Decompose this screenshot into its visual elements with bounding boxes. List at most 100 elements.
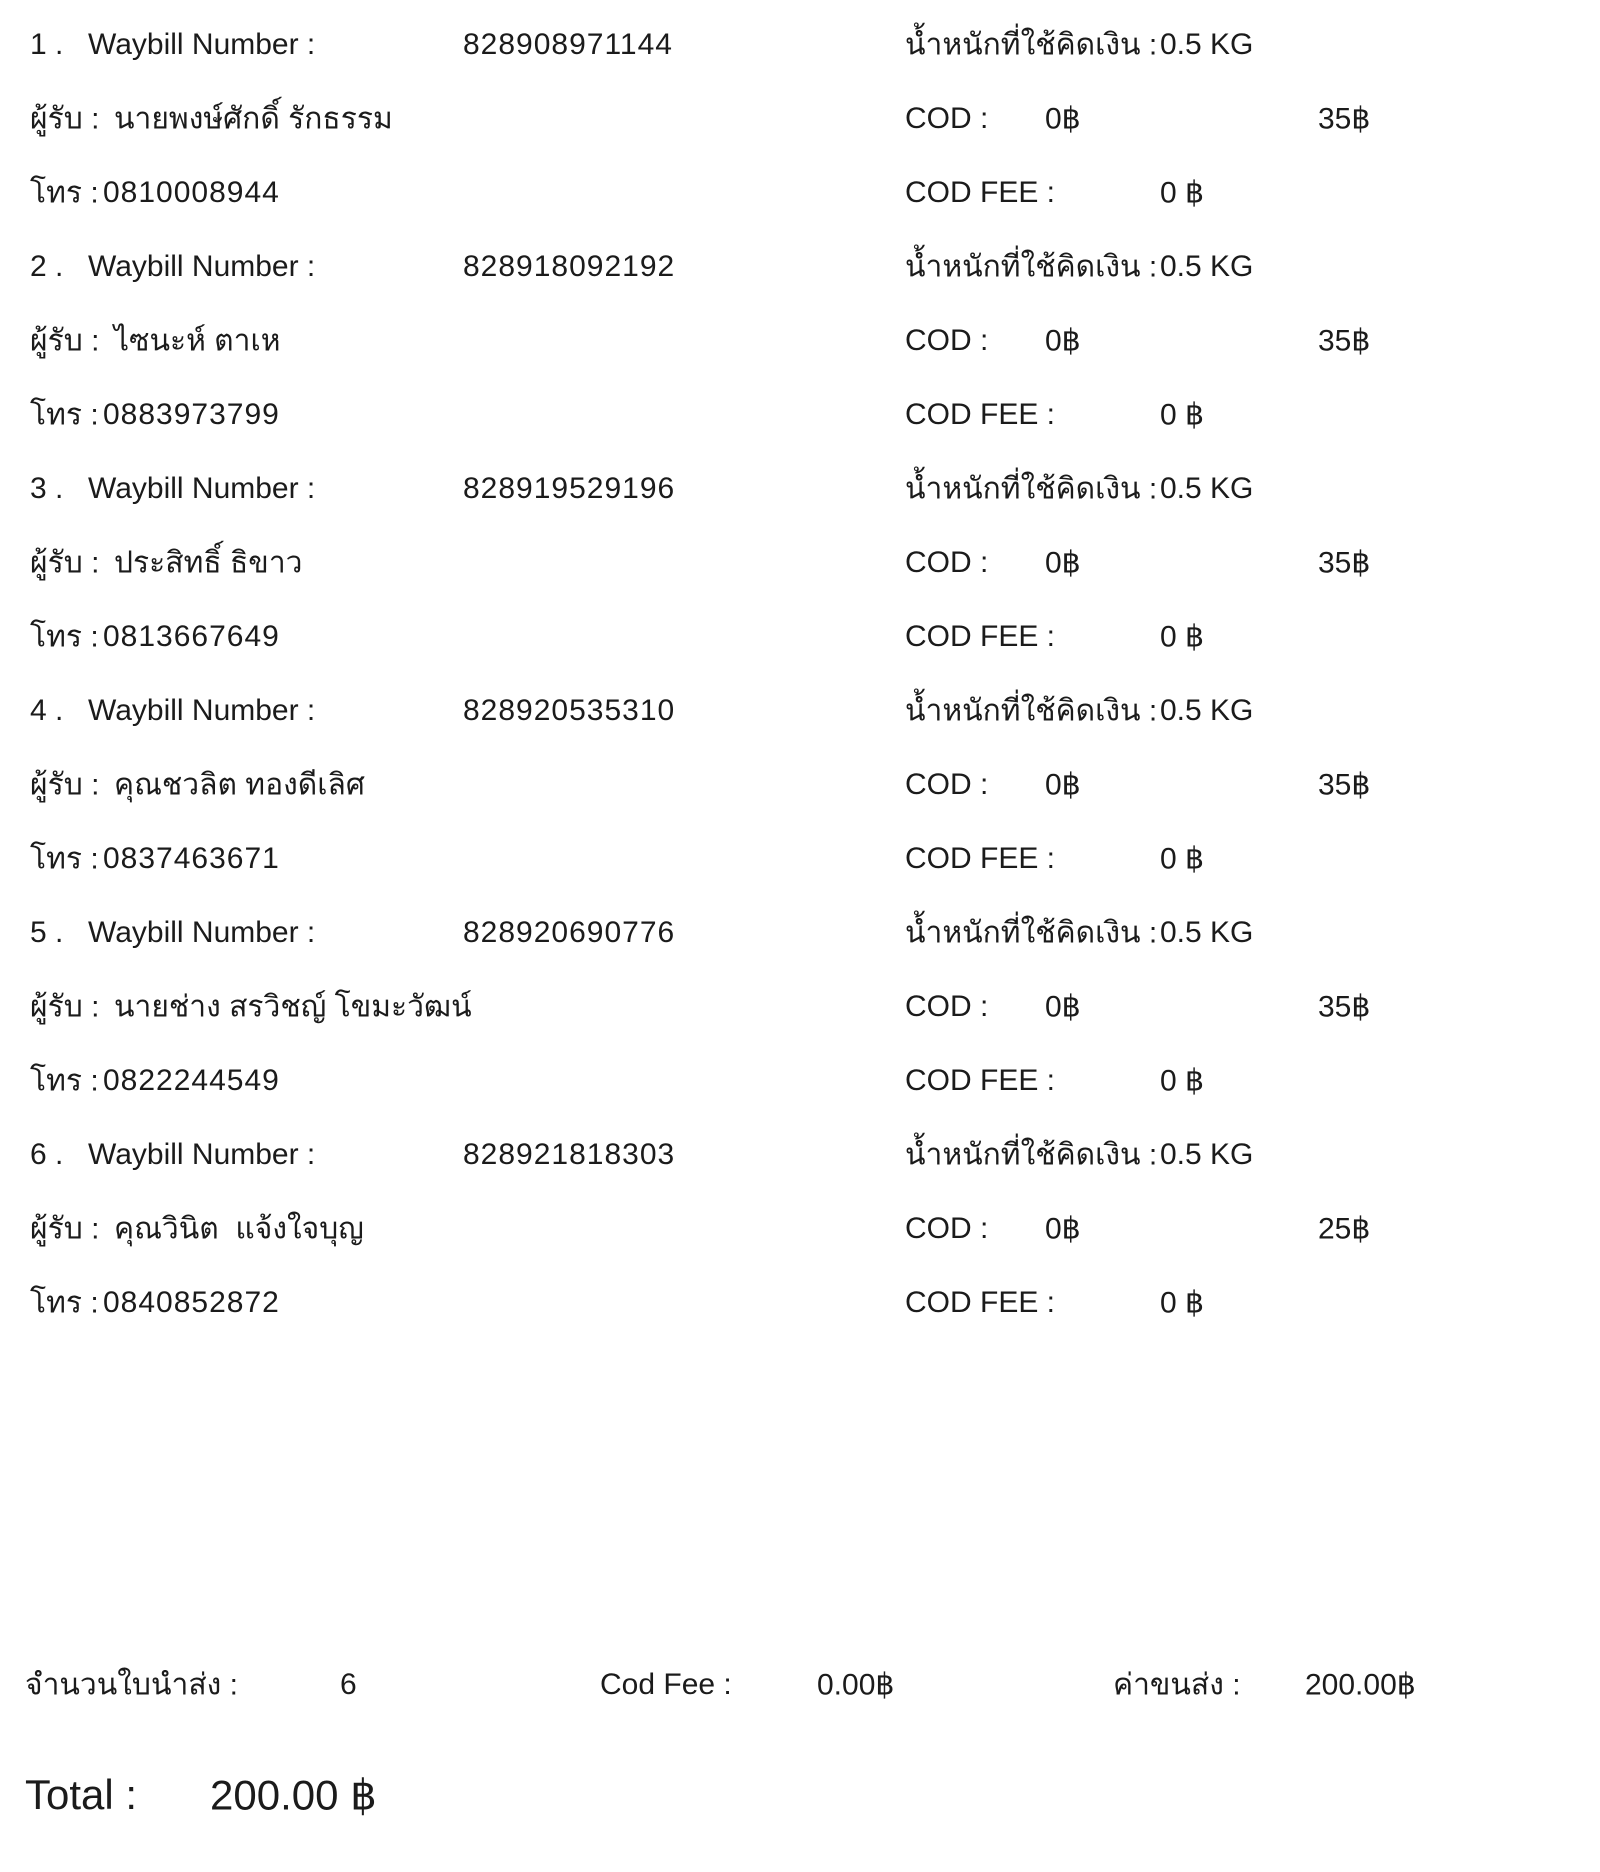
cod-label: COD : — [905, 546, 989, 579]
cod-value: 0฿ — [1045, 1212, 1081, 1246]
recipient-label: ผู้รับ : — [30, 324, 100, 358]
cod-value: 0฿ — [1045, 546, 1081, 580]
phone-number: 0822244549 — [103, 1064, 280, 1097]
recipient-name: นายช่าง สรวิชญ์ โขมะวัฒน์ — [114, 990, 472, 1024]
cod-fee-label: COD FEE : — [905, 1064, 1056, 1097]
delivery-count-value: 6 — [340, 1668, 357, 1701]
weight-value: 0.5 KG — [1160, 472, 1254, 505]
entry-number: 2 . — [30, 250, 64, 283]
recipient-row: ผู้รับ : คุณชวลิต ทองดีเลิศ COD : 0฿ 35฿ — [0, 748, 1600, 822]
weight-label: น้ำหนักที่ใช้คิดเงิน : — [905, 694, 1158, 728]
cod-fee-value: 0 ฿ — [1160, 1064, 1205, 1098]
recipient-row: ผู้รับ : ประสิทธิ์ ธิขาว COD : 0฿ 35฿ — [0, 526, 1600, 600]
weight-value: 0.5 KG — [1160, 250, 1254, 283]
waybill-label: Waybill Number : — [88, 250, 316, 283]
recipient-name: คุณวินิต แจ้งใจบุญ — [114, 1212, 364, 1246]
phone-number: 0883973799 — [103, 398, 280, 431]
shipping-price-value: 25฿ — [1318, 1212, 1371, 1246]
weight-value: 0.5 KG — [1160, 694, 1254, 727]
shipping-price-value: 35฿ — [1318, 324, 1371, 358]
cod-label: COD : — [905, 990, 989, 1023]
phone-label: โทร : — [30, 620, 99, 654]
weight-value: 0.5 KG — [1160, 28, 1254, 61]
waybill-number: 828921818303 — [463, 1138, 676, 1171]
summary-cod-fee-label: Cod Fee : — [600, 1668, 732, 1701]
cod-fee-value: 0 ฿ — [1160, 842, 1205, 876]
weight-value: 0.5 KG — [1160, 916, 1254, 949]
cod-fee-value: 0 ฿ — [1160, 620, 1205, 654]
recipient-label: ผู้รับ : — [30, 546, 100, 580]
waybill-label: Waybill Number : — [88, 472, 316, 505]
shipping-price-value: 35฿ — [1318, 990, 1371, 1024]
phone-row: โทร : 0810008944 COD FEE : 0 ฿ — [0, 156, 1600, 230]
cod-value: 0฿ — [1045, 102, 1081, 136]
phone-label: โทร : — [30, 842, 99, 876]
entry-number: 4 . — [30, 694, 64, 727]
weight-label: น้ำหนักที่ใช้คิดเงิน : — [905, 250, 1158, 284]
recipient-label: ผู้รับ : — [30, 1212, 100, 1246]
weight-value: 0.5 KG — [1160, 1138, 1254, 1171]
waybill-number-row: 1 . Waybill Number : 828908971144 น้ำหนั… — [0, 8, 1600, 82]
waybill-number-row: 3 . Waybill Number : 828919529196 น้ำหนั… — [0, 452, 1600, 526]
recipient-name: ประสิทธิ์ ธิขาว — [114, 546, 303, 580]
waybill-label: Waybill Number : — [88, 1138, 316, 1171]
total-label: Total : — [25, 1771, 138, 1818]
shipping-price-value: 35฿ — [1318, 546, 1371, 580]
shipping-cost-value: 200.00฿ — [1305, 1668, 1416, 1702]
weight-label: น้ำหนักที่ใช้คิดเงิน : — [905, 28, 1158, 62]
cod-fee-label: COD FEE : — [905, 620, 1056, 653]
cod-label: COD : — [905, 768, 989, 801]
total-row: Total : 200.00 ฿ — [0, 1750, 1600, 1840]
recipient-name: คุณชวลิต ทองดีเลิศ — [114, 768, 365, 802]
phone-number: 0840852872 — [103, 1286, 280, 1319]
shipping-cost-label: ค่าขนส่ง : — [1113, 1668, 1241, 1702]
cod-label: COD : — [905, 102, 989, 135]
recipient-row: ผู้รับ : นายพงษ์ศักดิ์ รักธรรม COD : 0฿ … — [0, 82, 1600, 156]
entry-number: 1 . — [30, 28, 64, 61]
phone-row: โทร : 0837463671 COD FEE : 0 ฿ — [0, 822, 1600, 896]
phone-label: โทร : — [30, 1286, 99, 1320]
phone-label: โทร : — [30, 398, 99, 432]
shipping-price-value: 35฿ — [1318, 102, 1371, 136]
phone-row: โทร : 0840852872 COD FEE : 0 ฿ — [0, 1266, 1600, 1340]
cod-fee-value: 0 ฿ — [1160, 176, 1205, 210]
entry-number: 3 . — [30, 472, 64, 505]
cod-fee-value: 0 ฿ — [1160, 1286, 1205, 1320]
entry-number: 6 . — [30, 1138, 64, 1171]
recipient-row: ผู้รับ : คุณวินิต แจ้งใจบุญ COD : 0฿ 25฿ — [0, 1192, 1600, 1266]
waybill-number-row: 4 . Waybill Number : 828920535310 น้ำหนั… — [0, 674, 1600, 748]
phone-number: 0810008944 — [103, 176, 280, 209]
recipient-label: ผู้รับ : — [30, 768, 100, 802]
phone-row: โทร : 0813667649 COD FEE : 0 ฿ — [0, 600, 1600, 674]
cod-fee-label: COD FEE : — [905, 176, 1056, 209]
cod-fee-label: COD FEE : — [905, 842, 1056, 875]
waybill-entries-list: 1 . Waybill Number : 828908971144 น้ำหนั… — [0, 8, 1600, 1340]
waybill-number: 828920535310 — [463, 694, 676, 727]
recipient-name: นายพงษ์ศักดิ์ รักธรรม — [114, 102, 393, 136]
cod-fee-label: COD FEE : — [905, 398, 1056, 431]
phone-row: โทร : 0883973799 COD FEE : 0 ฿ — [0, 378, 1600, 452]
total-value: 200.00 ฿ — [210, 1771, 377, 1819]
phone-number: 0837463671 — [103, 842, 280, 875]
weight-label: น้ำหนักที่ใช้คิดเงิน : — [905, 916, 1158, 950]
shipping-price-value: 35฿ — [1318, 768, 1371, 802]
cod-label: COD : — [905, 324, 989, 357]
entry-number: 5 . — [30, 916, 64, 949]
cod-fee-label: COD FEE : — [905, 1286, 1056, 1319]
delivery-count-label: จำนวนใบนำส่ง : — [25, 1668, 238, 1702]
phone-number: 0813667649 — [103, 620, 280, 653]
waybill-label: Waybill Number : — [88, 28, 316, 61]
cod-value: 0฿ — [1045, 990, 1081, 1024]
recipient-name: ไซนะห์ ตาเห — [114, 324, 281, 358]
phone-label: โทร : — [30, 1064, 99, 1098]
waybill-number: 828918092192 — [463, 250, 676, 283]
cod-value: 0฿ — [1045, 768, 1081, 802]
recipient-label: ผู้รับ : — [30, 990, 100, 1024]
waybill-number: 828920690776 — [463, 916, 676, 949]
waybill-number-row: 5 . Waybill Number : 828920690776 น้ำหนั… — [0, 896, 1600, 970]
waybill-number: 828919529196 — [463, 472, 676, 505]
waybill-number-row: 2 . Waybill Number : 828918092192 น้ำหนั… — [0, 230, 1600, 304]
waybill-label: Waybill Number : — [88, 916, 316, 949]
summary-cod-fee-value: 0.00฿ — [817, 1668, 895, 1702]
